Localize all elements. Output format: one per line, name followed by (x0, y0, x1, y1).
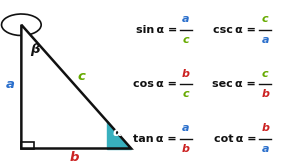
Text: cot α =: cot α = (214, 134, 256, 144)
Text: cos α =: cos α = (133, 79, 177, 89)
Text: c: c (262, 69, 269, 79)
Text: b: b (261, 123, 269, 133)
Text: sec α =: sec α = (213, 79, 256, 89)
Text: b: b (261, 89, 269, 99)
Polygon shape (107, 121, 131, 148)
Text: b: b (182, 69, 190, 79)
Text: b: b (182, 144, 190, 154)
Text: c: c (183, 89, 189, 99)
Text: a: a (182, 15, 190, 24)
Text: a: a (6, 78, 15, 91)
Text: c: c (262, 15, 269, 24)
Text: csc α =: csc α = (213, 25, 256, 35)
Text: tan α =: tan α = (133, 134, 177, 144)
Text: β: β (30, 43, 40, 56)
Text: sin α =: sin α = (136, 25, 177, 35)
Text: α: α (113, 126, 122, 139)
Text: a: a (182, 123, 190, 133)
Text: a: a (262, 144, 269, 154)
Text: c: c (183, 35, 189, 45)
Text: c: c (78, 70, 86, 83)
Text: b: b (70, 151, 80, 164)
Text: a: a (262, 35, 269, 45)
